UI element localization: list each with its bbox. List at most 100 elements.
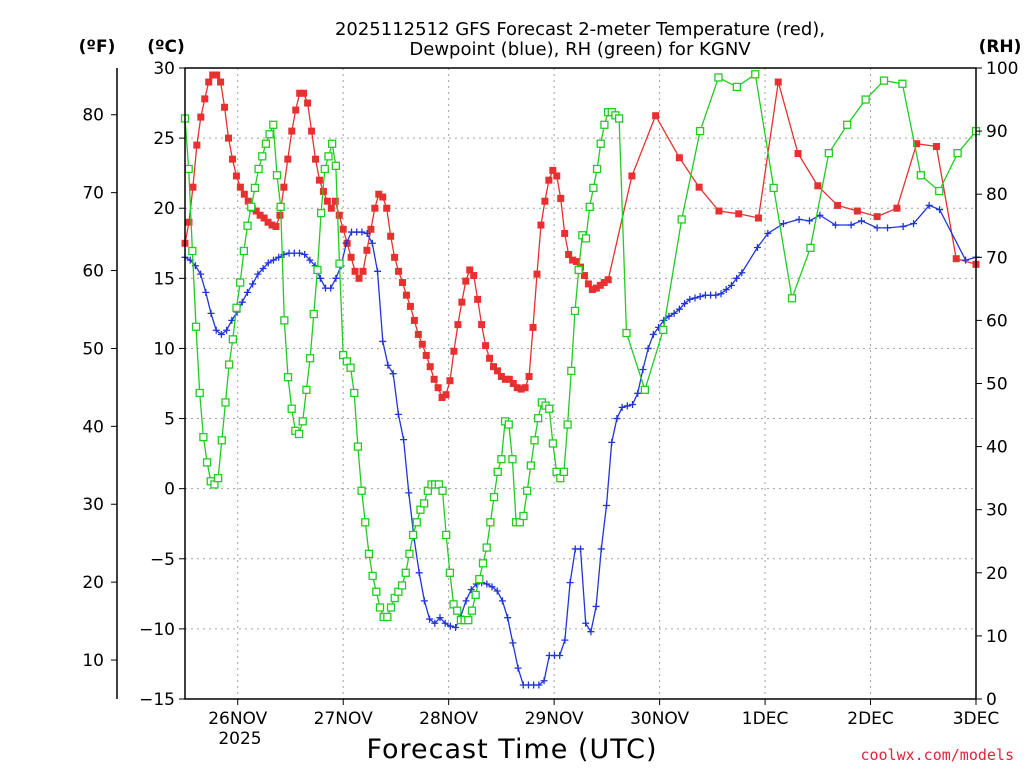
- celsius-tick-label: −15: [139, 690, 175, 710]
- data-point: [898, 79, 907, 88]
- data-point: [415, 569, 423, 577]
- data-point: [450, 347, 458, 355]
- rh-tick-label: 20: [986, 564, 1008, 584]
- data-point: [306, 256, 314, 264]
- x-tick-label: 29NOV: [525, 709, 584, 729]
- celsius-tick-label: 5: [164, 410, 175, 430]
- data-point: [224, 360, 234, 369]
- data-point: [275, 253, 283, 261]
- data-point: [953, 149, 962, 158]
- data-point: [402, 291, 410, 299]
- fahrenheit-tick-label: 30: [82, 495, 104, 515]
- x-axis-title: Forecast Time (UTC): [366, 734, 657, 765]
- data-point: [254, 270, 262, 278]
- data-point: [217, 330, 225, 338]
- data-point: [350, 388, 359, 398]
- rh-tick-label: 40: [986, 438, 1008, 458]
- data-point: [565, 250, 573, 258]
- data-point: [243, 288, 251, 296]
- data-point: [659, 325, 668, 335]
- data-point: [505, 375, 513, 383]
- data-point: [853, 207, 861, 215]
- data-point: [213, 71, 221, 79]
- data-point: [613, 415, 621, 423]
- data-point: [824, 149, 833, 158]
- data-point: [213, 473, 223, 483]
- data-point: [301, 250, 309, 258]
- data-point: [764, 229, 772, 237]
- data-point: [629, 401, 637, 409]
- data-point: [391, 253, 399, 261]
- data-point: [332, 274, 340, 282]
- data-point: [597, 545, 605, 553]
- celsius-tick-label: −10: [139, 620, 175, 640]
- data-point: [244, 197, 252, 205]
- data-point: [232, 303, 241, 312]
- data-point: [342, 239, 350, 247]
- data-point: [514, 664, 522, 672]
- data-point: [537, 221, 545, 229]
- data-point: [327, 284, 335, 292]
- data-point: [478, 321, 486, 329]
- data-point: [316, 208, 326, 218]
- fahrenheit-tick-label: 50: [82, 339, 104, 359]
- data-point: [640, 385, 650, 394]
- axes: −15 −10 −5 0 5 10 15 20 25 30 10 20 30 40 50 60 70 80 0 10 2…: [82, 59, 1018, 729]
- data-point: [509, 639, 517, 647]
- data-point: [738, 269, 746, 277]
- data-point: [294, 429, 304, 439]
- data-point: [535, 681, 543, 689]
- x-axis-year-label: 2025: [218, 729, 261, 749]
- data-point: [358, 228, 366, 236]
- data-point: [445, 568, 455, 577]
- data-point: [283, 373, 293, 382]
- data-point: [418, 340, 426, 348]
- data-point: [691, 294, 699, 302]
- data-point: [779, 220, 787, 228]
- data-point: [639, 365, 647, 373]
- data-point: [250, 183, 260, 193]
- data-point: [401, 568, 410, 577]
- data-point: [269, 256, 277, 264]
- data-point: [569, 256, 577, 264]
- x-tick-label: 27NOV: [314, 709, 373, 729]
- data-point: [284, 155, 292, 163]
- data-point: [497, 372, 505, 380]
- data-point: [513, 384, 521, 392]
- data-point: [932, 143, 940, 151]
- data-point: [383, 204, 391, 212]
- data-point: [357, 486, 366, 495]
- data-point: [523, 486, 532, 495]
- data-point: [587, 628, 595, 636]
- data-point: [622, 328, 631, 338]
- data-point: [695, 126, 705, 136]
- data-point: [372, 587, 381, 596]
- data-point: [733, 274, 741, 282]
- data-point: [438, 394, 446, 402]
- data-point: [387, 232, 395, 240]
- data-point: [913, 140, 921, 148]
- data-point: [339, 225, 347, 233]
- data-point: [470, 272, 478, 280]
- data-point: [545, 176, 553, 184]
- data-point: [207, 309, 215, 317]
- data-point: [834, 201, 842, 209]
- data-point: [217, 436, 226, 445]
- data-point: [628, 172, 636, 180]
- data-point: [795, 215, 803, 223]
- data-point: [732, 82, 742, 92]
- data-point: [478, 559, 488, 568]
- celsius-tick-label: 20: [153, 199, 175, 219]
- data-point: [467, 586, 475, 594]
- data-point: [184, 164, 193, 174]
- data-point: [585, 202, 594, 211]
- data-point: [526, 461, 535, 470]
- series-layer: [180, 70, 981, 689]
- data-point: [441, 619, 449, 627]
- data-point: [592, 284, 600, 292]
- data-point: [556, 652, 564, 660]
- data-point: [261, 139, 271, 148]
- data-point: [618, 403, 626, 411]
- data-point: [238, 298, 246, 306]
- data-point: [383, 612, 392, 622]
